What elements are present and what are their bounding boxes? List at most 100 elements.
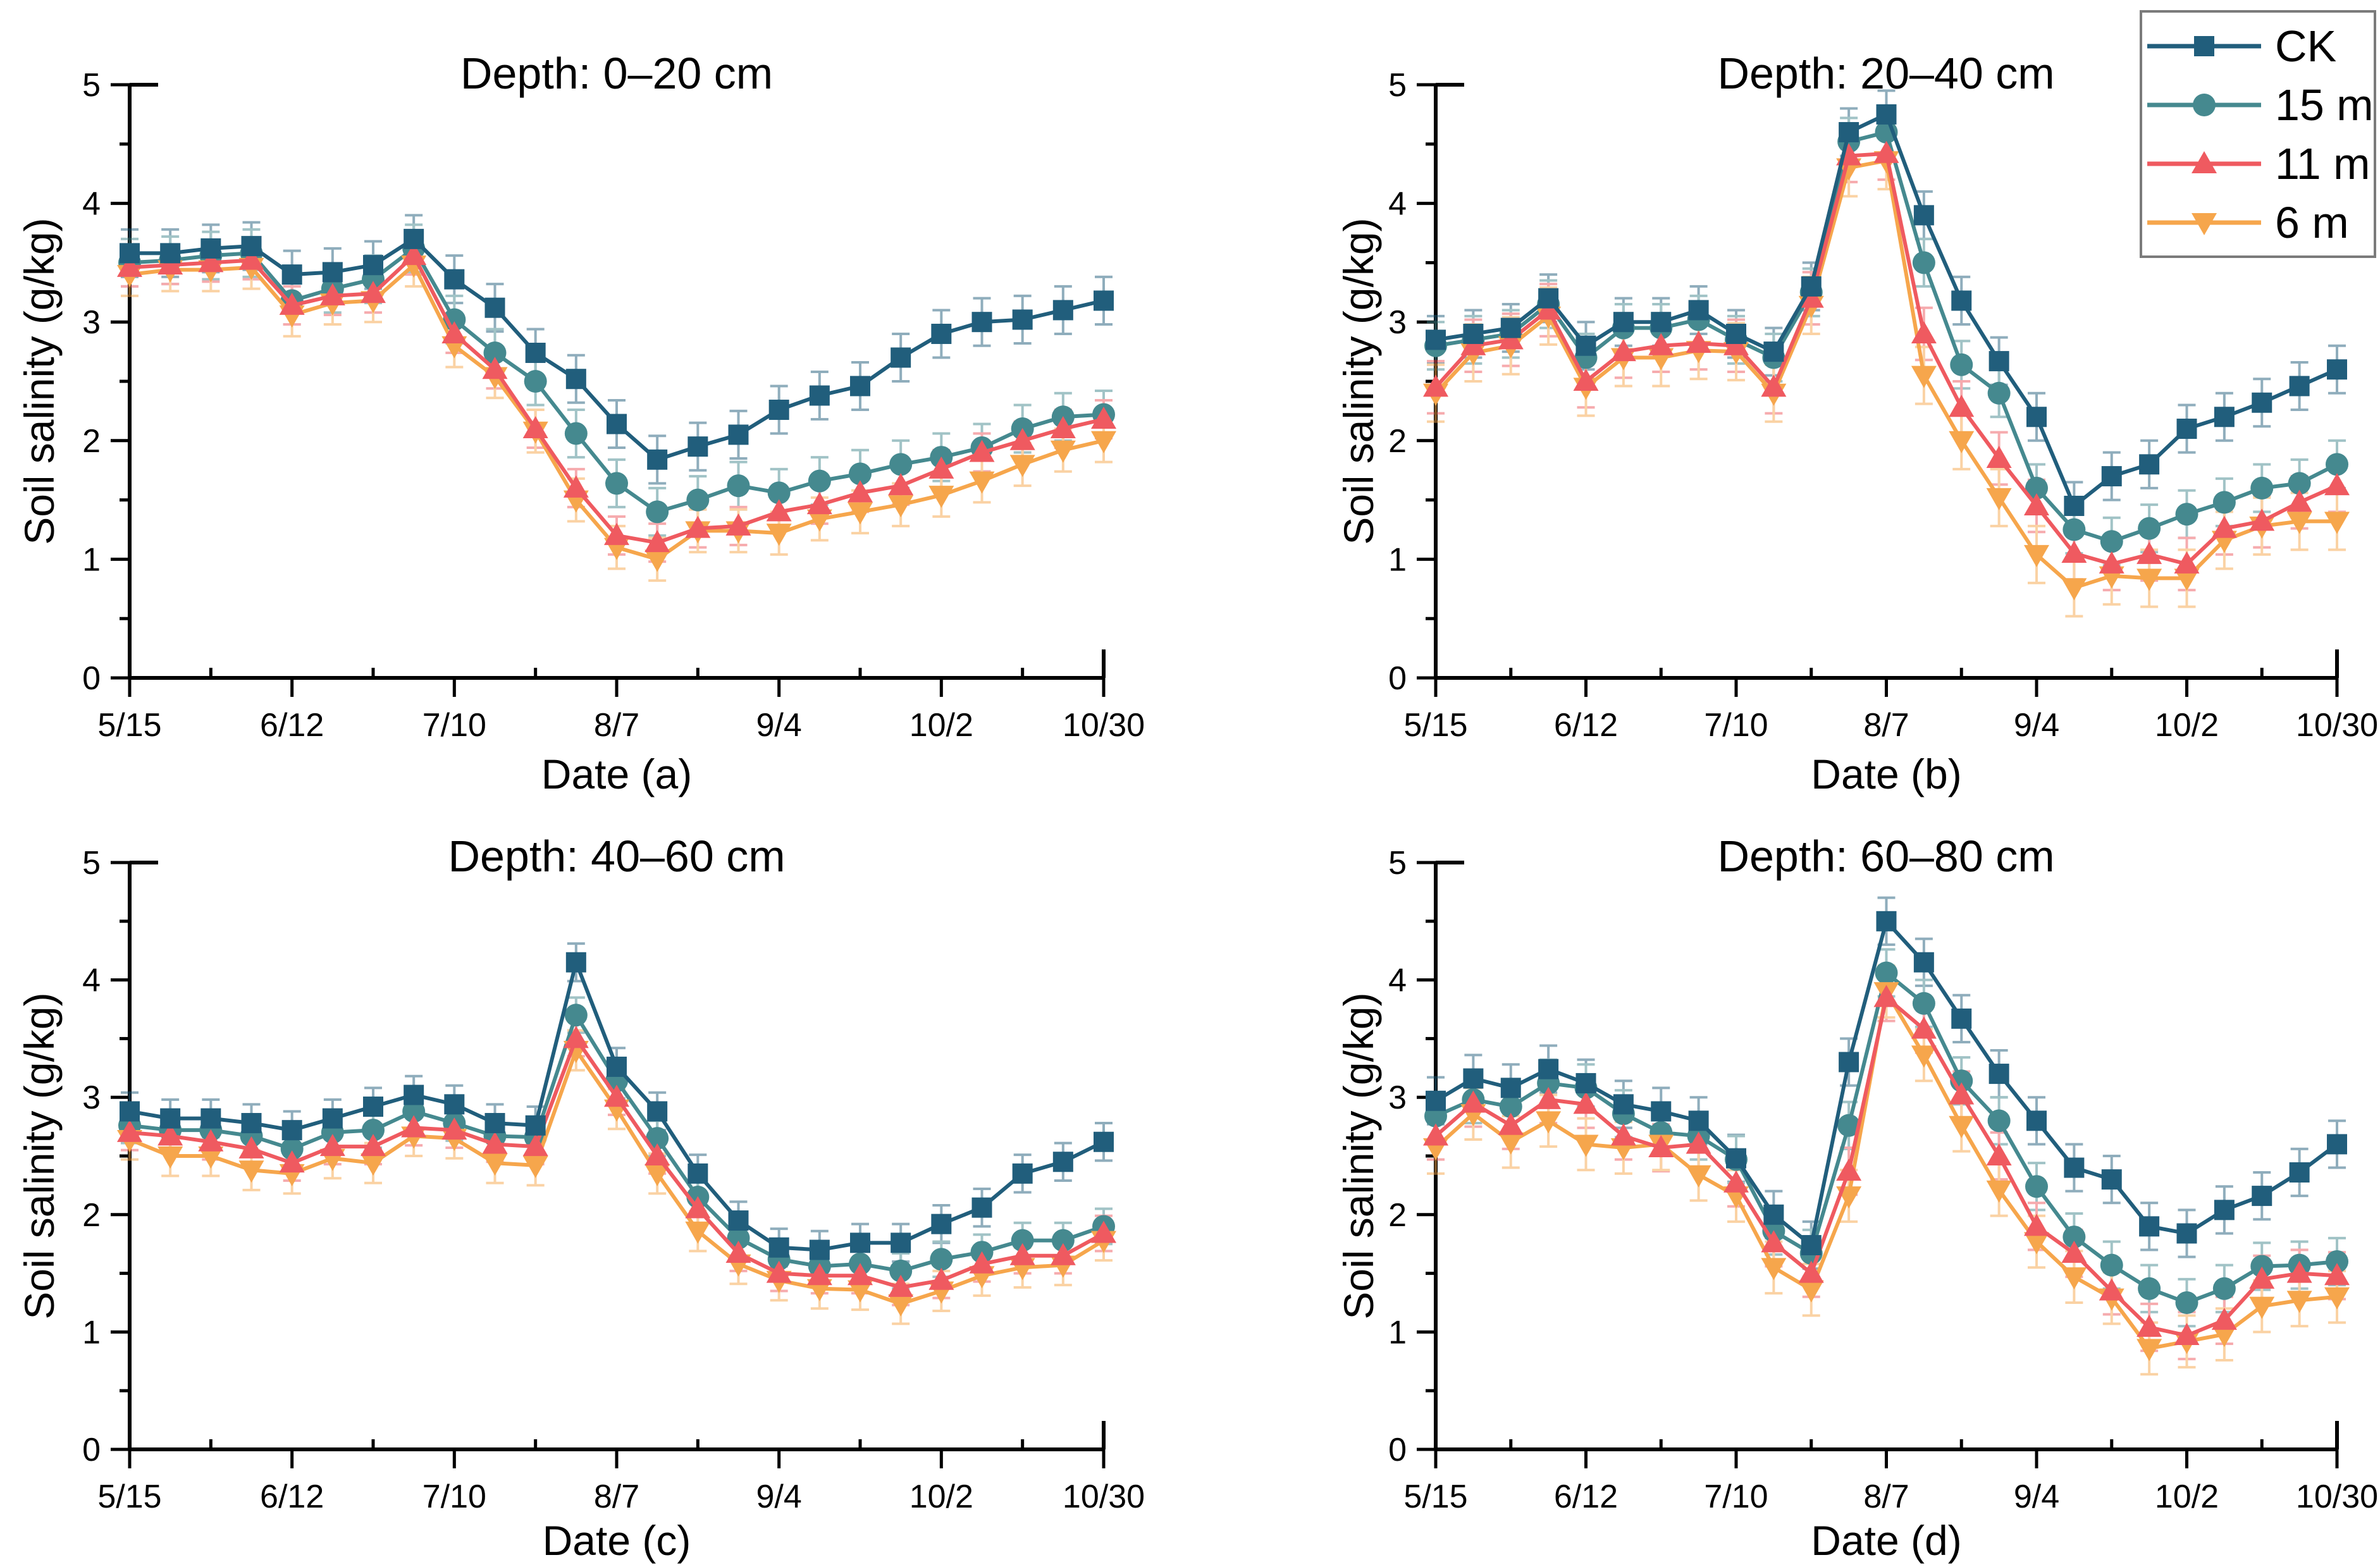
panel-c-plot: 0 1 2 3 4 5 5/15 6/12 7/10 8/7 9/4 10/2 10/30 [82, 845, 1145, 1515]
x-tick-label: 7/10 [422, 707, 486, 744]
panel-d-x-axis-label: Date (d) [1811, 1517, 1962, 1564]
series-6m [1423, 982, 2350, 1361]
x-tick-label: 10/30 [2296, 707, 2378, 744]
panel-a: 0 1 2 3 4 5 5/15 6/12 7/10 8/7 9/4 10/2 10/30 Depth:… [0, 0, 1190, 816]
legend-label-6m: 6 m [2275, 197, 2349, 247]
series-ck [1426, 911, 2347, 1256]
panel-b-x-axis-label: Date (b) [1811, 751, 1962, 797]
x-tick-label: 6/12 [1554, 707, 1618, 744]
x-tick-label: 6/12 [260, 707, 324, 744]
tick-labels: 0 1 2 3 4 5 5/15 6/12 7/10 8/7 9/4 10/2 10/30 [1388, 67, 2378, 744]
series-ck [1426, 104, 2347, 516]
panel-a-x-axis-label: Date (a) [541, 751, 693, 797]
x-tick-label: 5/15 [1403, 1478, 1467, 1515]
series-11m [1423, 140, 2350, 574]
y-tick-label: 1 [1388, 1314, 1407, 1351]
panel-d: 0 1 2 3 4 5 5/15 6/12 7/10 8/7 9/4 10/2 10/30 Depth:… [1190, 816, 2380, 1567]
panel-a-plot: 0 1 2 3 4 5 5/15 6/12 7/10 8/7 9/4 10/2 10/30 [82, 67, 1145, 744]
legend: CK 15 m 11 m 6 m [2140, 10, 2376, 258]
x-tick-label: 8/7 [594, 1478, 639, 1515]
series-11m [117, 243, 1116, 553]
y-tick-label: 3 [1388, 304, 1407, 341]
x-tick-label: 7/10 [1704, 707, 1768, 744]
x-tick-label: 10/2 [909, 707, 973, 744]
x-tick-label: 7/10 [1704, 1478, 1768, 1515]
y-tick-label: 0 [82, 1432, 101, 1468]
y-tick-label: 0 [1388, 660, 1407, 697]
panel-c-title: Depth: 40–60 cm [448, 832, 786, 881]
legend-label-ck: CK [2275, 21, 2337, 71]
y-tick-label: 4 [82, 962, 101, 999]
x-tick-label: 9/4 [756, 707, 802, 744]
series-11m [1423, 985, 2350, 1345]
15m-circle-marker-icon [2147, 93, 2261, 116]
y-tick-label: 1 [82, 1314, 101, 1351]
y-tick-label: 4 [1388, 962, 1407, 999]
y-tick-label: 4 [1388, 186, 1407, 223]
x-tick-label: 9/4 [2014, 707, 2059, 744]
legend-label-15m: 15 m [2275, 80, 2374, 130]
x-tick-label: 6/12 [260, 1478, 324, 1515]
y-tick-label: 3 [82, 304, 101, 341]
x-tick-label: 5/15 [97, 707, 161, 744]
panel-c-x-axis-label: Date (c) [542, 1517, 691, 1564]
x-tick-label: 7/10 [422, 1478, 486, 1515]
x-tick-label: 8/7 [594, 707, 639, 744]
legend-item-15m: 15 m [2142, 76, 2374, 134]
y-tick-label: 2 [1388, 423, 1407, 460]
legend-item-ck: CK [2142, 17, 2374, 75]
x-tick-label: 10/2 [2155, 707, 2219, 744]
error-bars [121, 942, 1113, 1325]
x-tick-label: 10/2 [909, 1478, 973, 1515]
panel-b-y-axis-label: Soil salinity (g/kg) [1335, 218, 1382, 545]
tick-marks [111, 83, 1106, 697]
series-ck [120, 228, 1114, 470]
x-tick-label: 5/15 [1403, 707, 1467, 744]
panel-d-title: Depth: 60–80 cm [1717, 832, 2055, 881]
tick-marks [111, 861, 1106, 1468]
panel-c-y-axis-label: Soil salinity (g/kg) [16, 992, 63, 1320]
series-ck [120, 952, 1114, 1260]
panel-b-plot: 0 1 2 3 4 5 5/15 6/12 7/10 8/7 9/4 10/2 10/30 [1388, 67, 2378, 744]
y-tick-label: 3 [82, 1079, 101, 1116]
legend-item-11m: 11 m [2142, 135, 2374, 193]
panel-d-plot: 0 1 2 3 4 5 5/15 6/12 7/10 8/7 9/4 10/2 10/30 [1388, 845, 2378, 1515]
y-tick-label: 1 [82, 541, 101, 578]
tick-labels: 0 1 2 3 4 5 5/15 6/12 7/10 8/7 9/4 10/2 10/30 [1388, 845, 2378, 1515]
x-tick-label: 10/30 [1063, 707, 1145, 744]
x-tick-label: 10/30 [1063, 1478, 1145, 1515]
ck-square-marker-icon [2147, 35, 2261, 56]
y-tick-label: 2 [1388, 1197, 1407, 1234]
legend-item-6m: 6 m [2142, 194, 2374, 252]
x-tick-label: 8/7 [1863, 1478, 1909, 1515]
x-tick-label: 10/30 [2296, 1478, 2378, 1515]
y-tick-label: 5 [82, 67, 101, 104]
panel-b: 0 1 2 3 4 5 5/15 6/12 7/10 8/7 9/4 10/2 10/30 Depth:… [1190, 0, 2380, 816]
y-tick-label: 2 [82, 423, 101, 460]
y-tick-label: 1 [1388, 541, 1407, 578]
x-tick-label: 5/15 [97, 1478, 161, 1515]
x-tick-label: 9/4 [756, 1478, 802, 1515]
6m-triangle-down-marker-icon [2147, 212, 2261, 235]
x-tick-label: 8/7 [1863, 707, 1909, 744]
legend-label-11m: 11 m [2275, 138, 2371, 188]
panel-a-y-axis-label: Soil salinity (g/kg) [16, 218, 63, 545]
x-tick-label: 9/4 [2014, 1478, 2059, 1515]
y-tick-label: 3 [1388, 1079, 1407, 1116]
tick-labels: 0 1 2 3 4 5 5/15 6/12 7/10 8/7 9/4 10/2 10/30 [82, 845, 1145, 1515]
panel-c: 0 1 2 3 4 5 5/15 6/12 7/10 8/7 9/4 10/2 10/30 Depth:… [0, 816, 1190, 1567]
x-tick-label: 6/12 [1554, 1478, 1618, 1515]
y-tick-label: 2 [82, 1197, 101, 1234]
panel-d-y-axis-label: Soil salinity (g/kg) [1335, 992, 1382, 1320]
11m-triangle-up-marker-icon [2147, 151, 2261, 173]
y-tick-label: 5 [1388, 845, 1407, 882]
y-tick-label: 4 [82, 186, 101, 223]
y-tick-label: 0 [82, 660, 101, 697]
y-tick-label: 0 [1388, 1432, 1407, 1468]
series-11m [117, 1026, 1116, 1297]
axes [128, 83, 1106, 680]
y-tick-label: 5 [1388, 67, 1407, 104]
panel-b-title: Depth: 20–40 cm [1717, 49, 2055, 98]
y-tick-label: 5 [82, 845, 101, 882]
